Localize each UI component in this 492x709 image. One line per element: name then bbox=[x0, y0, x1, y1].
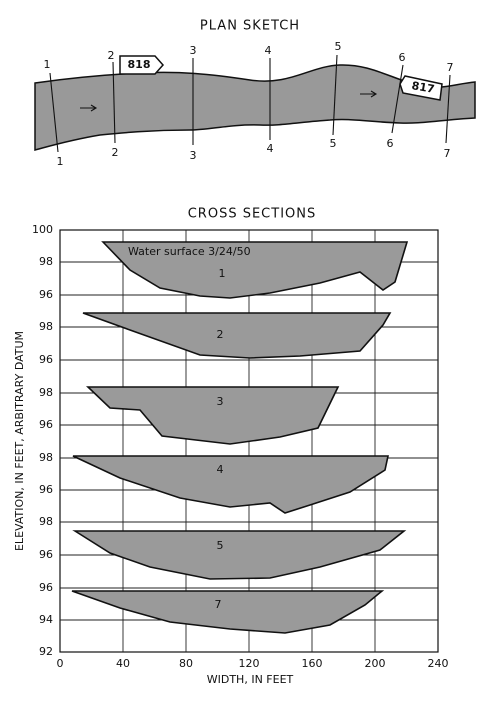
y-axis-title: ELEVATION, IN FEET, ARBITRARY DATUM bbox=[13, 331, 26, 551]
y-label: 100 bbox=[32, 223, 53, 236]
section-name: 4 bbox=[217, 463, 224, 476]
section-shape bbox=[101, 241, 409, 299]
x-label: 0 bbox=[57, 657, 64, 670]
x-label: 40 bbox=[116, 657, 130, 670]
sections-title: CROSS SECTIONS bbox=[188, 207, 317, 222]
x-label: 120 bbox=[239, 657, 260, 670]
annotation: Water surface 3/24/50 bbox=[128, 245, 251, 258]
section-name: 3 bbox=[217, 395, 224, 408]
x-label: 80 bbox=[179, 657, 193, 670]
x-axis-title: WIDTH, IN FEET bbox=[207, 673, 294, 686]
section-shape bbox=[86, 386, 340, 445]
section-label: 5 bbox=[335, 40, 342, 53]
y-label: 96 bbox=[39, 548, 53, 561]
section-shape bbox=[71, 590, 385, 634]
section-label: 2 bbox=[112, 146, 119, 159]
river bbox=[34, 64, 476, 151]
section-label: 7 bbox=[447, 61, 454, 74]
y-label: 96 bbox=[39, 288, 53, 301]
arrow bbox=[360, 90, 378, 98]
gauge-label: 818 bbox=[128, 58, 151, 71]
section-label: 4 bbox=[267, 142, 274, 155]
section-label: 5 bbox=[330, 137, 337, 150]
section-label: 6 bbox=[387, 137, 394, 150]
y-label: 92 bbox=[39, 645, 53, 658]
x-label: 240 bbox=[428, 657, 449, 670]
y-label: 94 bbox=[39, 613, 53, 626]
plan-title: PLAN SKETCH bbox=[200, 19, 300, 34]
section-label: 1 bbox=[57, 155, 64, 168]
section-label: 1 bbox=[44, 58, 51, 71]
y-label: 96 bbox=[39, 483, 53, 496]
gauge-sign bbox=[399, 75, 443, 101]
section-label: 7 bbox=[444, 147, 451, 160]
section-label: 4 bbox=[265, 44, 272, 57]
y-label: 98 bbox=[39, 255, 53, 268]
section-shape bbox=[72, 455, 389, 514]
section-label: 2 bbox=[108, 49, 115, 62]
y-label: 98 bbox=[39, 451, 53, 464]
section-name: 2 bbox=[217, 328, 224, 341]
section-name: 1 bbox=[219, 267, 226, 280]
y-label: 96 bbox=[39, 353, 53, 366]
y-label: 98 bbox=[39, 320, 53, 333]
section-shape bbox=[72, 530, 407, 580]
section-lines bbox=[49, 54, 451, 153]
arrow bbox=[80, 104, 98, 112]
section-name: 7 bbox=[215, 598, 222, 611]
y-label: 98 bbox=[39, 386, 53, 399]
section-label: 3 bbox=[190, 44, 197, 57]
gauge-sign bbox=[119, 55, 165, 75]
x-label: 200 bbox=[365, 657, 386, 670]
section-shape bbox=[82, 312, 392, 359]
section-label: 6 bbox=[399, 51, 406, 64]
x-label: 160 bbox=[302, 657, 323, 670]
y-label: 96 bbox=[39, 418, 53, 431]
section-label: 3 bbox=[190, 149, 197, 162]
y-label: 98 bbox=[39, 515, 53, 528]
section-name: 5 bbox=[217, 539, 224, 552]
gauge-label: 817 bbox=[411, 79, 436, 96]
y-label: 96 bbox=[39, 581, 53, 594]
